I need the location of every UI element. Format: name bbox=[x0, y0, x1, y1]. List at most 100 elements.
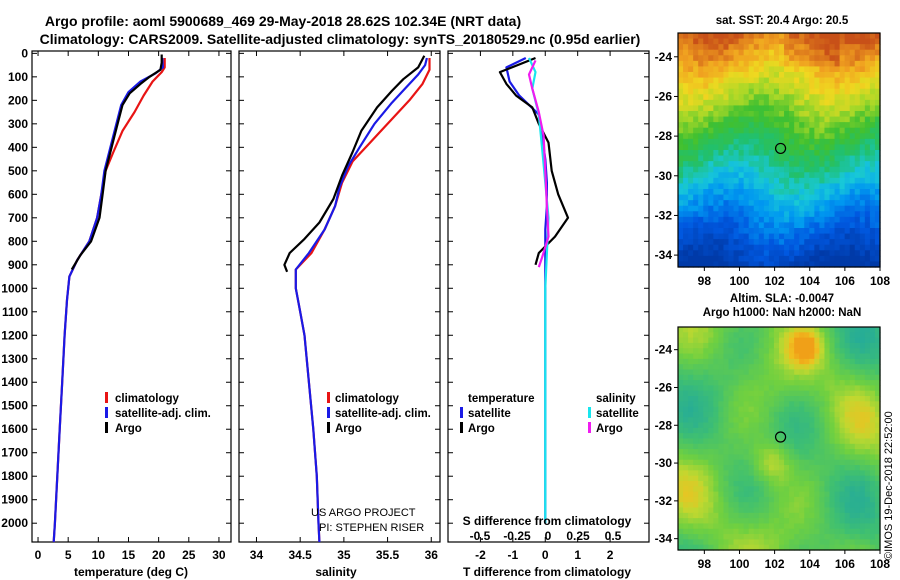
map-cell bbox=[703, 480, 709, 487]
map-cell bbox=[859, 127, 866, 134]
map-cell bbox=[763, 475, 770, 482]
map-cell bbox=[688, 138, 694, 146]
map-cell bbox=[859, 401, 866, 408]
map-cell bbox=[824, 486, 831, 493]
map-cell bbox=[683, 189, 689, 196]
map-cell bbox=[703, 99, 709, 107]
map-cell bbox=[874, 438, 881, 445]
map-cell bbox=[789, 211, 795, 218]
map-cell bbox=[839, 507, 846, 514]
map-cell bbox=[819, 353, 826, 360]
map-cell bbox=[743, 177, 750, 185]
map-cell bbox=[763, 486, 770, 493]
map-cell bbox=[723, 401, 730, 408]
map-cell bbox=[784, 33, 790, 40]
map-y-tick-label: -28 bbox=[655, 129, 673, 143]
map-cell bbox=[839, 261, 846, 268]
map-cell bbox=[698, 523, 704, 530]
map-cell bbox=[794, 88, 800, 95]
map-cell bbox=[758, 433, 765, 440]
map-cell bbox=[688, 449, 694, 456]
map-cell bbox=[693, 44, 699, 51]
map-cell bbox=[819, 55, 826, 62]
map-cell bbox=[869, 49, 876, 56]
map-cell bbox=[763, 433, 770, 440]
map-cell bbox=[809, 133, 815, 140]
map-cell bbox=[768, 332, 775, 339]
map-cell bbox=[723, 438, 730, 445]
map-cell bbox=[773, 353, 780, 360]
map-cell bbox=[748, 337, 755, 344]
map-cell bbox=[758, 465, 765, 471]
map-cell bbox=[683, 486, 689, 493]
map-cell bbox=[678, 390, 684, 397]
map-cell bbox=[874, 60, 881, 68]
map-cell bbox=[779, 99, 785, 107]
map-cell bbox=[708, 33, 714, 40]
map-cell bbox=[733, 470, 740, 477]
map-cell bbox=[794, 183, 800, 190]
map-cell bbox=[799, 133, 805, 140]
map-cell bbox=[874, 105, 881, 112]
map-cell bbox=[809, 105, 815, 112]
map-cell bbox=[844, 250, 851, 257]
map-cell bbox=[683, 385, 689, 392]
map-cell bbox=[869, 433, 876, 440]
map-cell bbox=[784, 411, 790, 418]
map-cell bbox=[854, 183, 861, 190]
map-cell bbox=[804, 127, 810, 134]
map-cell bbox=[763, 496, 770, 503]
map-cell bbox=[743, 111, 750, 118]
map-cell bbox=[713, 222, 719, 229]
map-cell bbox=[829, 155, 836, 162]
map-cell bbox=[829, 507, 836, 514]
map-cell bbox=[859, 33, 866, 40]
map-cell bbox=[844, 337, 851, 344]
map-cell bbox=[728, 122, 735, 129]
map-cell bbox=[854, 406, 861, 413]
map-cell bbox=[693, 239, 699, 246]
map-cell bbox=[784, 228, 790, 235]
map-cell bbox=[809, 94, 815, 101]
map-cell bbox=[869, 353, 876, 360]
map-cell bbox=[864, 166, 871, 173]
map-cell bbox=[819, 189, 826, 196]
map-cell bbox=[733, 222, 740, 229]
map-cell bbox=[678, 380, 684, 387]
map-cell bbox=[864, 138, 871, 146]
map-cell bbox=[748, 138, 755, 146]
map-cell bbox=[824, 83, 831, 90]
map-cell bbox=[874, 144, 881, 151]
map-cell bbox=[713, 172, 719, 179]
map-cell bbox=[728, 250, 735, 257]
map-cell bbox=[804, 255, 810, 263]
map-cell bbox=[713, 55, 719, 62]
map-cell bbox=[713, 390, 719, 397]
map-cell bbox=[683, 138, 689, 146]
map-cell bbox=[703, 417, 709, 424]
map-cell bbox=[809, 161, 815, 168]
map-cell bbox=[844, 177, 851, 185]
map-cell bbox=[748, 177, 755, 185]
map-cell bbox=[794, 44, 800, 51]
map-cell bbox=[723, 261, 730, 268]
map-cell bbox=[733, 211, 740, 218]
map-cell bbox=[804, 244, 810, 251]
map-cell bbox=[773, 138, 780, 146]
map-cell bbox=[804, 327, 810, 333]
map-cell bbox=[839, 233, 846, 240]
map-cell bbox=[814, 518, 820, 525]
map-cell bbox=[688, 327, 694, 333]
map-cell bbox=[804, 470, 810, 477]
sst-map-title: sat. SST: 20.4 Argo: 20.5 bbox=[716, 15, 849, 27]
map-cell bbox=[678, 155, 684, 162]
map-cell bbox=[779, 38, 785, 45]
map-cell bbox=[834, 385, 841, 392]
map-cell bbox=[723, 337, 730, 344]
map-cell bbox=[708, 411, 714, 418]
map-cell bbox=[738, 364, 745, 371]
map-cell bbox=[748, 83, 755, 90]
map-cell bbox=[814, 250, 820, 257]
map-cell bbox=[748, 127, 755, 134]
map-cell bbox=[723, 122, 730, 129]
